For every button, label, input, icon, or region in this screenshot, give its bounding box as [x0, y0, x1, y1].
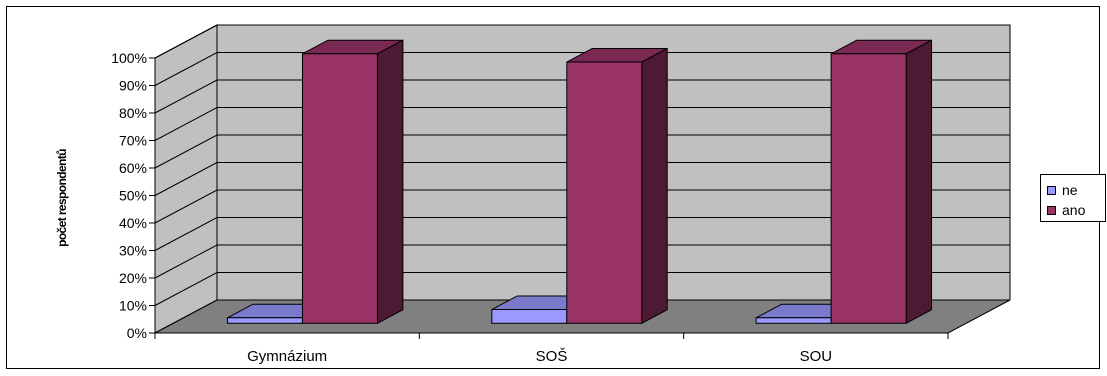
- y-tick-label: 70%: [119, 133, 147, 149]
- gridline: [154, 272, 1010, 306]
- bar-ano-0: [301, 39, 404, 325]
- bars: [226, 39, 933, 325]
- bar-side: [905, 39, 933, 325]
- y-tick-label: 10%: [119, 298, 147, 314]
- legend: ne ano: [1040, 174, 1106, 222]
- y-tick-label: 60%: [119, 160, 147, 176]
- bar-ano-2: [830, 39, 933, 325]
- x-tick-label: SOŠ: [536, 348, 568, 365]
- gridline: [154, 79, 1010, 114]
- gridline: [154, 134, 1010, 169]
- x-tick-label: Gymnázium: [247, 348, 327, 365]
- y-tick-label: 100%: [111, 50, 147, 66]
- x-axis-ticks: Gymnázium SOŠ SOU: [154, 332, 949, 365]
- legend-label-ano: ano: [1062, 202, 1086, 218]
- bar-front: [566, 61, 643, 324]
- y-tick-label: 90%: [119, 78, 147, 94]
- gridline: [154, 217, 1010, 251]
- bar-front: [491, 309, 568, 324]
- bar-front: [226, 317, 303, 324]
- x-tick-label: SOU: [800, 348, 833, 365]
- y-tick-label: 20%: [119, 270, 147, 286]
- legend-item-ne: ne: [1047, 182, 1078, 198]
- y-tick-label: 80%: [119, 105, 147, 121]
- bar-front: [830, 53, 907, 324]
- y-tick-label: 30%: [119, 243, 147, 259]
- y-axis-label: počet respondentů: [55, 149, 69, 247]
- y-tick-label: 40%: [119, 215, 147, 231]
- y-tick-label: 0%: [127, 325, 147, 341]
- bar-front: [755, 317, 832, 324]
- gridline: [154, 189, 1010, 224]
- gridline: [154, 24, 1010, 59]
- gridline: [154, 244, 1010, 279]
- gridline: [154, 52, 1010, 86]
- legend-label-ne: ne: [1062, 182, 1078, 198]
- gridline: [154, 107, 1010, 141]
- bar-side: [641, 47, 668, 325]
- legend-item-ano: ano: [1047, 202, 1085, 218]
- bar-ano-1: [566, 47, 668, 325]
- bar-front: [301, 53, 378, 324]
- legend-swatch-ano: [1047, 205, 1056, 215]
- gridlines: [154, 24, 1010, 306]
- gridline: [154, 162, 1010, 196]
- legend-swatch-ne: [1047, 185, 1056, 195]
- y-axis-ticks: 0% 10% 20% 30% 40% 50% 60% 70% 80% 90% 100%: [111, 50, 156, 341]
- y-tick-label: 50%: [119, 188, 147, 204]
- bar-side: [376, 39, 404, 325]
